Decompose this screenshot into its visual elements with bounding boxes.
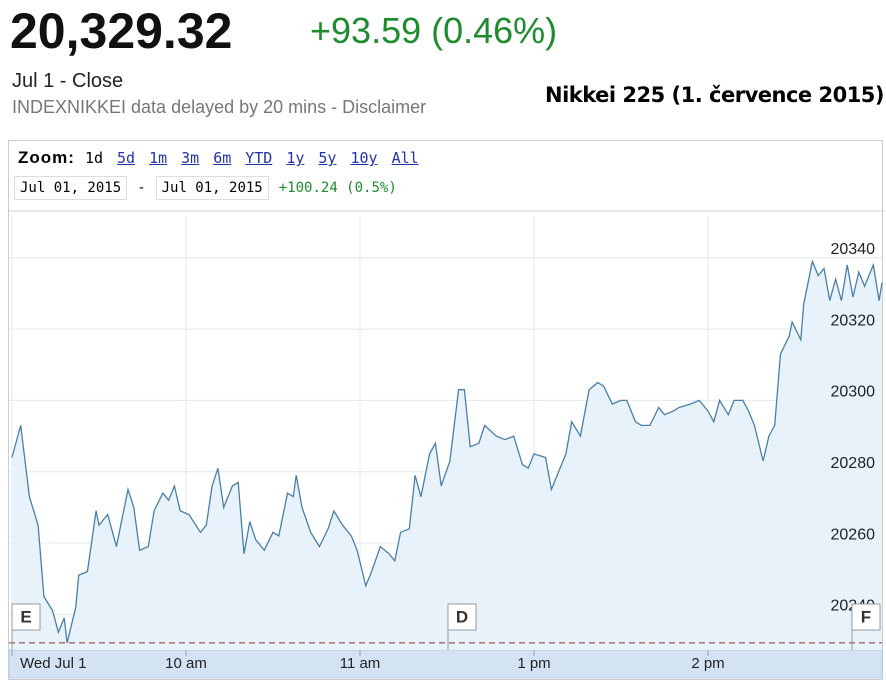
date-range: Jul 01, 2015 - Jul 01, 2015 +100.24 (0.5… [14, 176, 397, 200]
x-tick-label: 10 am [165, 655, 207, 672]
area [12, 261, 882, 650]
chart-frame [8, 140, 883, 680]
close-date: Jul 1 - Close [12, 70, 124, 92]
y-tick-label: 20300 [831, 384, 876, 401]
zoom-option[interactable]: 5y [318, 149, 337, 167]
price-change: +93.59 (0.46%) [310, 10, 558, 51]
zoom-option[interactable]: 1y [286, 149, 305, 167]
y-tick-label: 20260 [831, 526, 876, 543]
zoom-option[interactable]: 5d [117, 149, 136, 167]
x-tick-label: 2 pm [691, 655, 724, 672]
flag-label: E [20, 607, 31, 626]
range-change: +100.24 (0.5%) [278, 180, 397, 196]
end-date[interactable]: Jul 01, 2015 [155, 176, 269, 200]
x-tick-label: 11 am [340, 655, 381, 672]
y-tick-label: 20280 [831, 455, 876, 472]
y-tick-label: 20340 [831, 241, 876, 258]
separator: - [137, 180, 146, 196]
x-tick-label: 1 pm [517, 655, 550, 672]
zoom-option[interactable]: 1d [84, 149, 103, 167]
price: 20,329.32 [10, 3, 233, 59]
x-axis-bar [8, 649, 883, 679]
x-tick-label: Wed Jul 1 [20, 655, 86, 672]
zoom-option[interactable]: YTD [245, 149, 273, 167]
y-tick-label: 20320 [831, 312, 876, 329]
flag [851, 603, 881, 631]
delay-note: INDEXNIKKEI data delayed by 20 mins - Di… [12, 97, 427, 117]
zoom-option[interactable]: 1m [149, 149, 168, 167]
flag-label: D [456, 607, 468, 626]
flag [447, 603, 477, 631]
zoom-label: Zoom: [18, 148, 75, 167]
flag-label: F [861, 607, 871, 626]
zoom-option[interactable]: All [391, 149, 419, 167]
start-date[interactable]: Jul 01, 2015 [14, 176, 128, 200]
flag [11, 603, 41, 631]
zoom-option[interactable]: 10y [350, 149, 378, 167]
zoom-option[interactable]: 3m [181, 149, 200, 167]
zoom-bar: Zoom: 1d 5d 1m 3m 6m YTD 1y 5y 10y All [18, 148, 433, 168]
chart-title: Nikkei 225 (1. července 2015) [545, 83, 885, 107]
zoom-option[interactable]: 6m [213, 149, 232, 167]
price-line [11, 259, 883, 644]
